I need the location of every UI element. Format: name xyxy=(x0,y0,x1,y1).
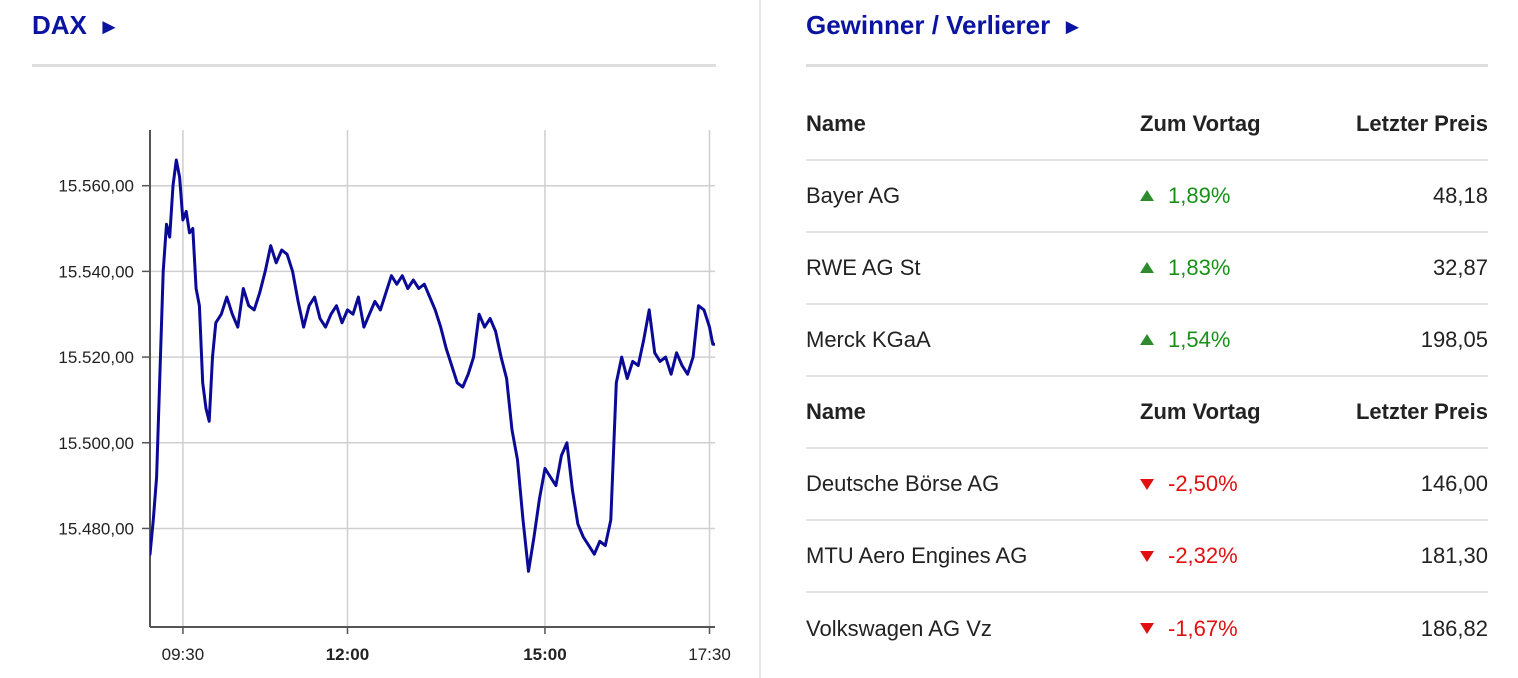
price-cell: 198,05 xyxy=(1330,304,1488,377)
header-change: Zum Vortag xyxy=(1140,88,1330,161)
y-tick-label: 15.520,00 xyxy=(58,348,134,367)
change-cell: -2,50% xyxy=(1140,448,1330,521)
x-tick-label: 17:30 xyxy=(688,645,731,664)
stock-name-cell: RWE AG St xyxy=(806,232,1140,305)
stock-name-cell: Deutsche Börse AG xyxy=(806,448,1140,521)
header-change: Zum Vortag xyxy=(1140,376,1330,449)
dax-title-link[interactable]: DAX ► xyxy=(32,10,120,41)
table-row[interactable]: Bayer AG 1,89% 48,18 xyxy=(806,160,1488,233)
stock-name-link[interactable]: Merck KGaA xyxy=(806,327,931,352)
change-cell: -2,32% xyxy=(1140,520,1330,593)
movers-title-link[interactable]: Gewinner / Verlierer ► xyxy=(806,10,1083,41)
price-cell: 181,30 xyxy=(1330,520,1488,593)
change-value: 1,89% xyxy=(1168,183,1231,208)
dax-title-rule xyxy=(32,64,716,67)
movers-table: Name Zum Vortag Letzter Preis Bayer AG 1,89%… xyxy=(806,88,1488,664)
table-row[interactable]: Volkswagen AG Vz -1,67% 186,82 xyxy=(806,592,1488,664)
x-tick-label: 09:30 xyxy=(162,645,205,664)
y-tick-label: 15.480,00 xyxy=(58,519,134,538)
dax-title-text: DAX xyxy=(32,10,87,40)
price-cell: 146,00 xyxy=(1330,448,1488,521)
stock-name-cell: MTU Aero Engines AG xyxy=(806,520,1140,593)
change-value: -2,50% xyxy=(1168,471,1238,496)
x-tick-label: 12:00 xyxy=(326,645,369,664)
change-cell: 1,54% xyxy=(1140,304,1330,377)
stock-name-link[interactable]: Deutsche Börse AG xyxy=(806,471,1000,496)
table-row[interactable]: RWE AG St 1,83% 32,87 xyxy=(806,232,1488,305)
change-cell: 1,89% xyxy=(1140,160,1330,233)
stock-name-cell: Merck KGaA xyxy=(806,304,1140,377)
stock-name-cell: Volkswagen AG Vz xyxy=(806,592,1140,664)
y-tick-label: 15.540,00 xyxy=(58,262,134,281)
table-row[interactable]: MTU Aero Engines AG -2,32% 181,30 xyxy=(806,520,1488,593)
table-header-row: Name Zum Vortag Letzter Preis xyxy=(806,376,1488,449)
price-cell: 32,87 xyxy=(1330,232,1488,305)
change-value: 1,54% xyxy=(1168,327,1231,352)
movers-title-text: Gewinner / Verlierer xyxy=(806,10,1051,40)
x-tick-label: 15:00 xyxy=(523,645,566,664)
header-price: Letzter Preis xyxy=(1330,88,1488,161)
change-value: -1,67% xyxy=(1168,615,1238,641)
stock-name-link[interactable]: Bayer AG xyxy=(806,183,901,208)
triangle-up-icon xyxy=(1140,189,1154,201)
header-name: Name xyxy=(806,376,1140,449)
play-arrow-icon: ► xyxy=(1061,14,1084,39)
stock-name-link[interactable]: MTU Aero Engines AG xyxy=(806,543,1028,568)
price-cell: 48,18 xyxy=(1330,160,1488,233)
movers-title-rule xyxy=(806,64,1488,67)
panel-divider xyxy=(759,0,761,678)
change-cell: -1,67% xyxy=(1140,592,1330,664)
triangle-down-icon xyxy=(1140,550,1154,562)
triangle-up-icon xyxy=(1140,333,1154,345)
table-row[interactable]: Merck KGaA 1,54% 198,05 xyxy=(806,304,1488,377)
table-row[interactable]: Deutsche Börse AG -2,50% 146,00 xyxy=(806,448,1488,521)
stock-name-link[interactable]: RWE AG St xyxy=(806,255,921,280)
stock-name-link[interactable]: Volkswagen AG Vz xyxy=(806,615,992,641)
y-tick-label: 15.500,00 xyxy=(58,434,134,453)
header-name: Name xyxy=(806,88,1140,161)
change-cell: 1,83% xyxy=(1140,232,1330,305)
price-cell: 186,82 xyxy=(1420,615,1488,641)
triangle-up-icon xyxy=(1140,261,1154,273)
triangle-down-icon xyxy=(1140,478,1154,490)
header-price: Letzter Preis xyxy=(1330,376,1488,449)
change-value: 1,83% xyxy=(1168,255,1231,280)
stock-name-cell: Bayer AG xyxy=(806,160,1140,233)
dax-price-line xyxy=(150,158,715,573)
triangle-down-icon xyxy=(1140,623,1154,635)
change-value: -2,32% xyxy=(1168,543,1238,568)
table-header-row: Name Zum Vortag Letzter Preis xyxy=(806,88,1488,161)
dax-intraday-chart: 15.560,00 15.540,00 15.520,00 15.500,00 15.4… xyxy=(58,130,731,664)
play-arrow-icon: ► xyxy=(98,14,120,39)
y-tick-label: 15.560,00 xyxy=(58,177,134,196)
